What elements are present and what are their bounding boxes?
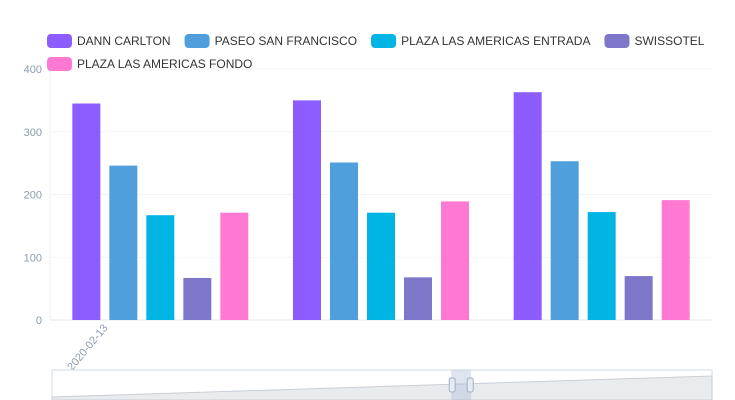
data-zoom-slider[interactable]	[51, 369, 713, 400]
x-tick-label: 2020-02-13	[65, 322, 110, 373]
zoom-selected-window[interactable]	[451, 370, 472, 400]
zoom-handle[interactable]	[466, 377, 474, 393]
y-tick-label: 0	[36, 315, 42, 327]
bar[interactable]	[513, 92, 542, 320]
legend-item[interactable]: PASEO SAN FRANCISCO	[184, 34, 357, 48]
legend-item[interactable]: PLAZA LAS AMERICAS ENTRADA	[371, 34, 590, 48]
bar[interactable]	[109, 165, 138, 320]
legend: DANN CARLTON PASEO SAN FRANCISCO PLAZA LAS…	[47, 34, 705, 71]
bar[interactable]	[624, 276, 653, 320]
bar[interactable]	[330, 162, 358, 320]
legend-label: PLAZA LAS AMERICAS FONDO	[77, 57, 252, 71]
legend-item[interactable]: SWISSOTEL	[604, 34, 705, 48]
bar[interactable]	[146, 215, 175, 320]
y-axis: 0 100 200 300 400	[24, 64, 51, 327]
legend-label: PASEO SAN FRANCISCO	[215, 34, 357, 48]
zoom-preview-area	[51, 375, 713, 400]
legend-swatch	[47, 57, 72, 71]
bar[interactable]	[72, 103, 101, 320]
legend-label: DANN CARLTON	[77, 34, 171, 48]
legend-swatch	[371, 34, 397, 48]
bar[interactable]	[441, 201, 469, 320]
y-tick-label: 200	[24, 190, 42, 202]
bar[interactable]	[367, 212, 395, 320]
bar[interactable]	[404, 277, 432, 320]
bar[interactable]	[661, 200, 690, 320]
bar[interactable]	[293, 100, 321, 320]
bars	[72, 92, 690, 320]
bar[interactable]	[550, 161, 579, 320]
legend-swatch	[47, 34, 72, 48]
y-tick-label: 300	[24, 127, 42, 139]
x-axis: 2020-02-13	[50, 319, 712, 373]
y-tick-label: 400	[24, 64, 42, 76]
legend-item[interactable]: DANN CARLTON	[47, 34, 171, 48]
legend-item[interactable]: PLAZA LAS AMERICAS FONDO	[47, 57, 252, 71]
legend-label: SWISSOTEL	[634, 34, 704, 48]
y-tick-label: 100	[24, 252, 42, 264]
bar[interactable]	[220, 212, 249, 320]
bar[interactable]	[587, 212, 616, 320]
legend-swatch	[184, 34, 210, 48]
bar[interactable]	[183, 277, 212, 320]
zoom-handle[interactable]	[448, 377, 456, 393]
legend-label: PLAZA LAS AMERICAS ENTRADA	[401, 34, 590, 48]
legend-swatch	[604, 34, 630, 48]
